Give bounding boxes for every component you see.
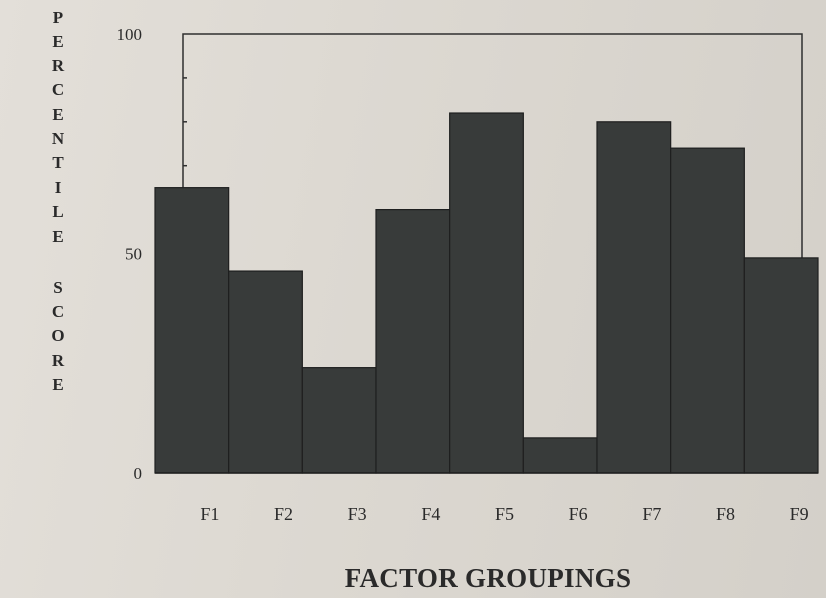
y-axis-label-letter: N <box>51 129 65 148</box>
x-tick-label: F9 <box>790 504 809 524</box>
bar-f6 <box>522 437 598 474</box>
x-tick-label: F4 <box>421 504 440 524</box>
y-tick-label: 50 <box>125 245 142 264</box>
y-axis-label-letter: P <box>52 8 64 27</box>
y-axis-label-letter: S <box>53 278 63 297</box>
x-tick-label: F7 <box>642 504 661 524</box>
y-axis-label-letter: O <box>51 326 65 345</box>
y-tick-label: 100 <box>117 25 143 44</box>
x-tick-label: F5 <box>495 504 514 524</box>
x-tick-label: F3 <box>348 504 367 524</box>
x-tick-label: F8 <box>716 504 735 524</box>
y-axis-label-letter: E <box>52 32 64 51</box>
y-axis-label-letter: E <box>52 375 64 394</box>
y-axis-label-letter: R <box>51 56 65 75</box>
x-tick-label: F6 <box>569 504 588 524</box>
bar-f5 <box>449 112 524 474</box>
y-axis-label-letter: I <box>54 178 62 197</box>
y-axis-label-letter: E <box>52 105 64 124</box>
y-axis-label-letter: R <box>51 351 65 370</box>
y-axis-label-letter: E <box>52 227 64 246</box>
y-tick-label: 0 <box>134 464 143 483</box>
bar-f8 <box>670 147 745 474</box>
y-axis-label-letter: T <box>52 153 64 172</box>
y-axis-label-letter: C <box>51 80 65 99</box>
x-tick-label: F1 <box>200 504 219 524</box>
x-tick-label: F2 <box>274 504 293 524</box>
bar-f2 <box>228 270 303 474</box>
bar-f7 <box>596 121 672 474</box>
bar-f4 <box>375 209 451 474</box>
bar-f3 <box>301 367 377 474</box>
bar-f9 <box>743 257 819 474</box>
bar-f1 <box>154 187 230 474</box>
x-axis-label: FACTOR GROUPINGS <box>344 563 632 593</box>
y-axis-label-letter: C <box>51 302 65 321</box>
y-axis-label-letter: L <box>52 202 64 221</box>
